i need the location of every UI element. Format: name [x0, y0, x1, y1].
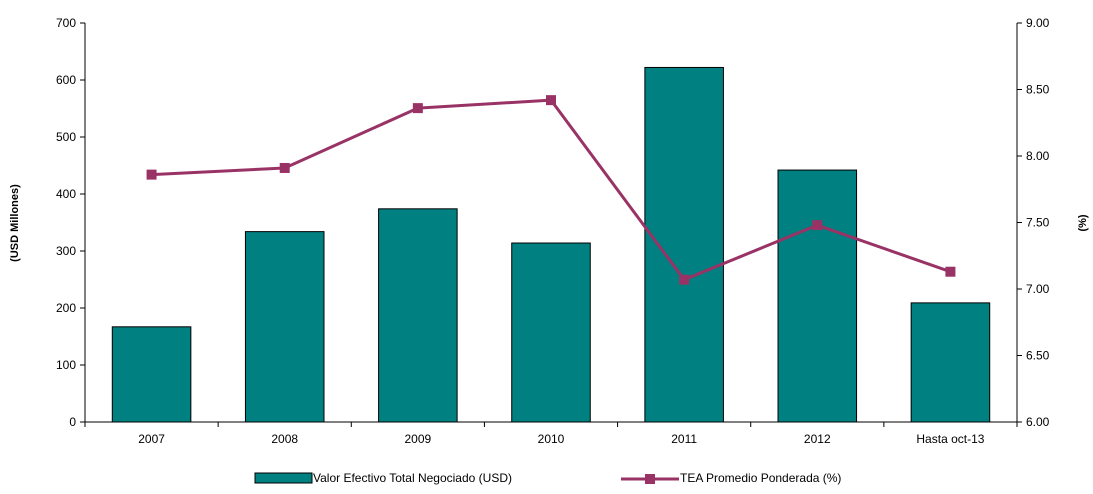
line-layer — [146, 95, 956, 285]
right-tick-label: 9.00 — [1026, 16, 1050, 30]
legend-marker-swatch — [645, 474, 655, 484]
left-tick-label: 200 — [56, 301, 76, 315]
legend-swatch-bars — [254, 472, 313, 484]
x-tick-label: 2008 — [271, 432, 298, 446]
x-tick-label: 2009 — [405, 432, 432, 446]
right-tick-label: 8.50 — [1026, 83, 1050, 97]
bars-layer — [111, 66, 991, 423]
right-tick-label: 7.00 — [1026, 282, 1050, 296]
bar-2010 — [511, 242, 591, 423]
bar-2012 — [777, 169, 858, 423]
tea-point-marker — [412, 103, 423, 114]
tea-point-marker — [546, 95, 556, 106]
x-tick-label: Hasta oct-13 — [916, 432, 984, 446]
bar-2007 — [111, 326, 192, 423]
ticks-layer: 0 100 200 300 400 500 600 700 6.00 6.50 7.00 7.50 8.… — [56, 16, 1050, 446]
left-tick-label: 0 — [69, 415, 76, 429]
right-tick-label: 8.00 — [1026, 149, 1050, 163]
tea-point-marker — [146, 169, 157, 180]
legend-label-line: TEA Promedio Ponderada (%) — [680, 471, 841, 485]
left-tick-label: 400 — [56, 187, 76, 201]
bar-hasta-oct-13 — [910, 302, 991, 423]
left-tick-label: 600 — [56, 73, 76, 87]
x-tick-label: 2007 — [138, 432, 165, 446]
legend-label-bars: Valor Efectivo Total Negociado (USD) — [313, 471, 512, 485]
tea-point-marker — [945, 266, 956, 277]
legend: Valor Efectivo Total Negociado (USD) TEA… — [254, 471, 841, 485]
left-tick-label: 100 — [56, 358, 76, 372]
x-tick-label: 2010 — [538, 432, 565, 446]
right-tick-label: 7.50 — [1026, 216, 1050, 230]
bar-2009 — [378, 208, 458, 423]
right-axis-title: (%) — [1077, 214, 1089, 231]
right-tick-label: 6.50 — [1026, 349, 1050, 363]
left-axis-title: (USD Millones) — [9, 184, 21, 262]
x-tick-label: 2012 — [804, 432, 831, 446]
left-tick-label: 700 — [56, 16, 76, 30]
tea-point-marker — [279, 162, 290, 173]
left-tick-label: 300 — [56, 244, 76, 258]
x-tick-label: 2011 — [671, 432, 697, 446]
tea-point-marker — [679, 274, 690, 285]
tea-point-marker — [812, 220, 823, 231]
bar-2008 — [244, 231, 325, 423]
left-tick-label: 500 — [56, 130, 76, 144]
right-tick-label: 6.00 — [1026, 415, 1050, 429]
